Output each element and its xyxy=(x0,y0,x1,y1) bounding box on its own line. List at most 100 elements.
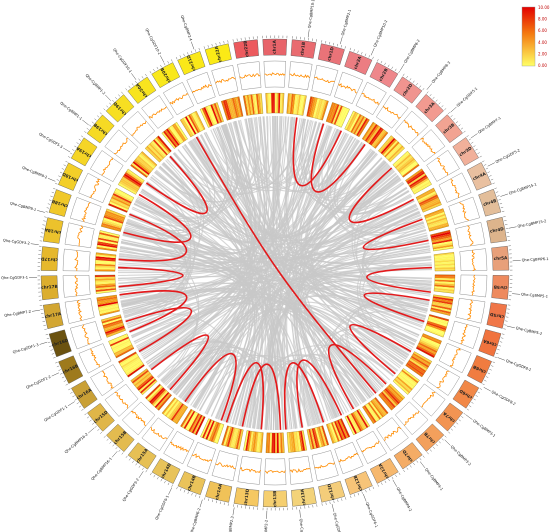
gene-label-connector xyxy=(111,451,118,458)
density-bin xyxy=(389,146,405,163)
density-bin xyxy=(109,201,129,212)
density-bin xyxy=(132,371,150,385)
tick-mark xyxy=(49,345,52,347)
density-bin xyxy=(97,301,118,307)
gene-label-connector xyxy=(500,193,509,197)
tick-mark xyxy=(160,64,162,68)
density-bin xyxy=(417,343,437,355)
tick-mark xyxy=(426,452,429,455)
gene-label: Qhe-CgBMP9-1 xyxy=(9,201,36,212)
density-bin xyxy=(267,93,270,114)
gene-label-connector xyxy=(299,509,301,518)
gc-content-line xyxy=(450,178,460,198)
gc-content-line xyxy=(383,426,402,441)
tick-mark xyxy=(441,105,444,108)
density-bin xyxy=(327,103,336,123)
tick-mark xyxy=(489,369,492,371)
gc-track-box xyxy=(311,450,339,481)
tick-mark xyxy=(494,187,497,189)
gene-label: Qhe-CgBMP2-2 xyxy=(264,520,269,532)
tick-mark xyxy=(473,145,476,148)
gc-track-box xyxy=(70,321,102,350)
density-bin xyxy=(372,130,387,148)
density-bin xyxy=(381,139,397,156)
density-bin xyxy=(433,294,454,300)
chromosome-block xyxy=(478,188,502,217)
tick-mark xyxy=(429,449,432,452)
legend-tick: 4.00 xyxy=(538,40,547,45)
density-bin xyxy=(413,182,432,195)
density-block-outline xyxy=(130,151,158,178)
tick-mark xyxy=(171,59,173,62)
chromosome-ideogram: chr1A chr1B chr1Dchr2Achr2Bchr2Dchr3Achr3B… xyxy=(40,38,510,507)
density-bin xyxy=(337,419,347,439)
synteny-link xyxy=(281,251,431,430)
tick-mark xyxy=(447,112,450,115)
synteny-link xyxy=(248,344,394,428)
synteny-link-highlight xyxy=(225,362,264,430)
tick-mark xyxy=(211,44,213,47)
tick-mark xyxy=(475,395,478,397)
density-bin xyxy=(420,197,440,208)
density-bin xyxy=(135,158,152,173)
density-bin xyxy=(431,304,452,311)
density-bin xyxy=(184,116,197,135)
gc-content-line xyxy=(191,453,213,463)
tick-mark xyxy=(380,60,383,64)
density-bin xyxy=(139,152,156,168)
gene-label-connector xyxy=(512,293,521,295)
tick-mark xyxy=(441,438,444,441)
density-bin xyxy=(138,154,155,169)
density-bin xyxy=(347,112,359,132)
tick-mark xyxy=(450,428,453,431)
density-bin xyxy=(230,98,237,119)
gene-label: Qhe-CgBMP6-1 xyxy=(522,257,549,262)
density-bin xyxy=(95,283,116,287)
density-bin xyxy=(410,357,429,370)
density-bin xyxy=(399,159,416,174)
tick-mark xyxy=(68,388,71,391)
density-bin xyxy=(419,339,439,350)
density-bin xyxy=(427,320,447,329)
tick-mark xyxy=(503,216,506,218)
gc-track-box xyxy=(448,196,480,225)
density-bin xyxy=(140,378,157,394)
tick-mark xyxy=(484,379,487,382)
density-bin xyxy=(154,138,170,155)
density-bin xyxy=(156,393,171,410)
synteny-links xyxy=(117,115,432,431)
tick-mark xyxy=(329,41,331,45)
tick-mark xyxy=(43,220,46,222)
density-bin xyxy=(434,268,455,272)
chromosome-block xyxy=(393,76,423,104)
density-block-outline xyxy=(415,187,442,213)
tick-mark xyxy=(194,49,197,52)
density-bin xyxy=(224,99,232,120)
density-bin xyxy=(314,427,322,448)
density-bin xyxy=(122,357,140,370)
chromosome-block xyxy=(435,402,464,432)
density-bin xyxy=(401,369,419,384)
synteny-link xyxy=(253,117,417,245)
tick-mark xyxy=(422,88,425,91)
density-bin xyxy=(425,211,445,221)
density-bin xyxy=(398,373,415,388)
synteny-link xyxy=(118,152,205,287)
tick-mark xyxy=(494,356,497,358)
tick-mark xyxy=(76,402,79,405)
density-bin xyxy=(330,104,340,124)
density-bin xyxy=(230,428,237,448)
synteny-link xyxy=(141,188,198,225)
gene-label-connector xyxy=(399,63,405,71)
density-bin xyxy=(237,96,244,117)
tick-mark xyxy=(429,94,432,97)
density-bin xyxy=(429,224,449,232)
synteny-link xyxy=(205,131,376,236)
density-bin xyxy=(246,94,252,115)
density-bin xyxy=(335,106,345,126)
density-bin xyxy=(118,351,137,364)
density-bin xyxy=(99,232,120,239)
density-bin xyxy=(203,419,214,440)
density-bin xyxy=(379,392,395,410)
